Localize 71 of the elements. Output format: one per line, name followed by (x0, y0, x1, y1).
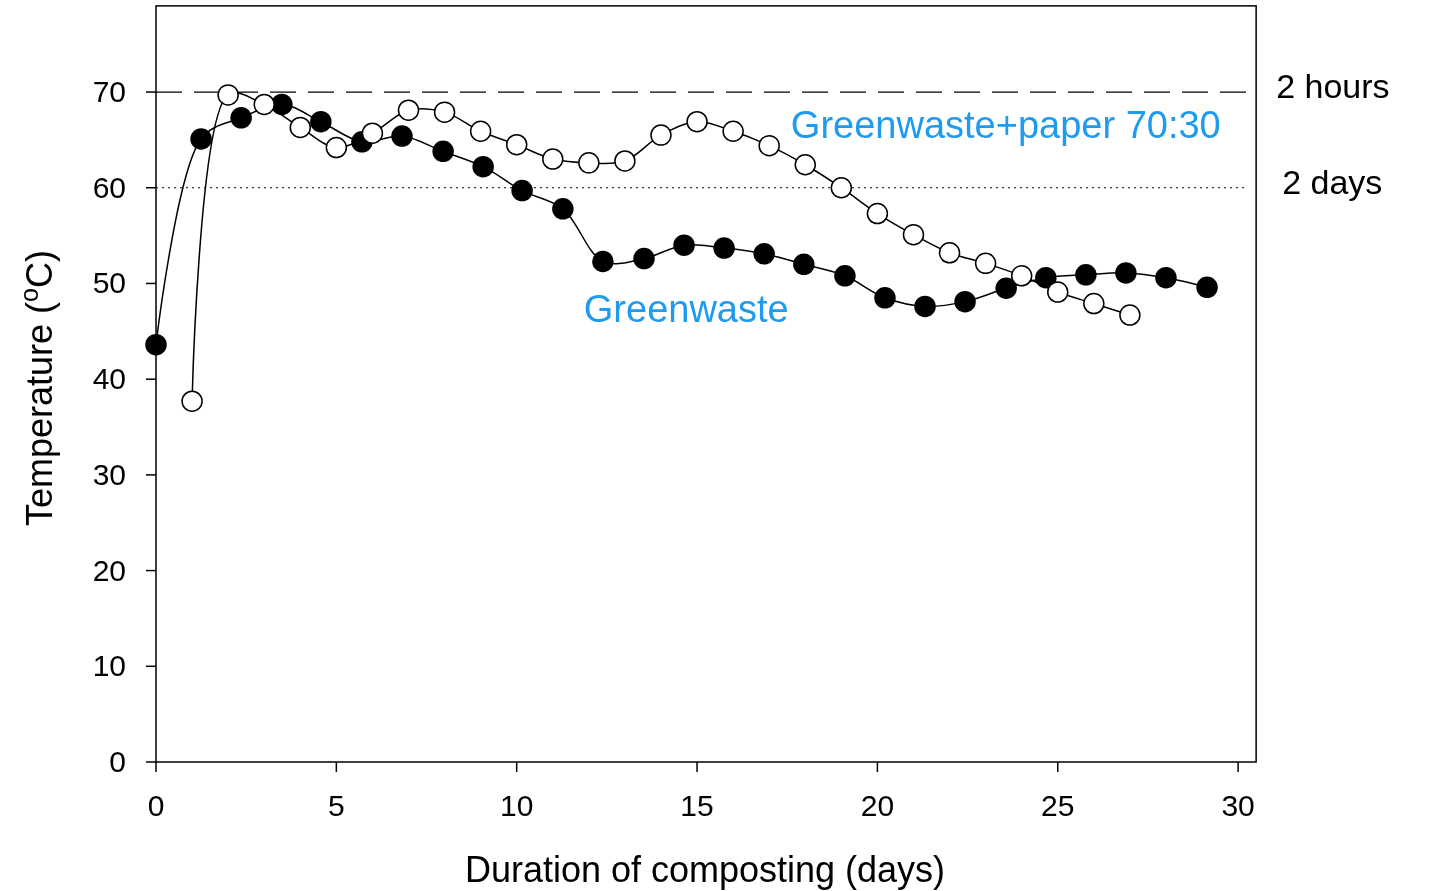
point (1010, 265, 1033, 287)
point (469, 120, 492, 143)
ref-line-label: 2 days (1282, 162, 1383, 201)
point (433, 101, 456, 123)
series-label: Greenwaste+paper 70:30 (790, 104, 1221, 147)
point (1075, 264, 1097, 286)
point (974, 252, 997, 275)
point (1047, 281, 1069, 303)
x-tick-label: 15 (680, 789, 714, 822)
point (902, 223, 925, 246)
point (633, 247, 655, 270)
point (181, 390, 203, 412)
y-tick-label: 0 (109, 745, 126, 778)
point (1083, 292, 1105, 315)
y-tick-label: 10 (92, 649, 126, 683)
point (397, 99, 420, 121)
point (230, 107, 252, 129)
point (578, 152, 600, 174)
point (834, 265, 856, 287)
point (505, 133, 528, 156)
point (794, 154, 817, 176)
y-tick-label: 60 (92, 170, 126, 204)
point (472, 155, 494, 178)
point (1115, 262, 1137, 284)
point (432, 140, 454, 163)
point (310, 110, 332, 133)
point (673, 234, 695, 256)
point (1196, 276, 1218, 299)
point (253, 93, 275, 116)
y-tick-label: 70 (92, 75, 126, 109)
point (758, 134, 780, 157)
series-label: Greenwaste (583, 288, 789, 331)
point (954, 290, 976, 313)
point (995, 277, 1017, 299)
point (325, 136, 348, 159)
point (1155, 266, 1177, 289)
point (914, 295, 936, 318)
y-tick-label: 30 (92, 457, 126, 491)
point (391, 125, 413, 147)
point (830, 176, 853, 199)
x-tick-label: 5 (328, 789, 345, 822)
point (793, 253, 815, 276)
x-tick-label: 10 (500, 789, 534, 822)
x-tick-label: 0 (147, 789, 165, 822)
point (866, 202, 889, 225)
y-tick-label: 20 (92, 553, 126, 587)
point (1119, 304, 1141, 326)
y-tick-label: 50 (92, 266, 126, 300)
point (753, 243, 775, 265)
point (938, 242, 961, 264)
point (686, 110, 708, 133)
point (511, 179, 533, 202)
point (190, 128, 212, 150)
point (650, 124, 672, 146)
point (592, 250, 614, 273)
point (614, 150, 636, 172)
point (874, 287, 896, 309)
x-axis-title: Duration of composting (days) (464, 849, 946, 890)
point (289, 116, 312, 139)
ref-line-label: 2 hours (1276, 67, 1390, 106)
point (542, 148, 564, 170)
point (552, 198, 574, 220)
x-tick-label: 25 (1041, 789, 1075, 822)
point (713, 237, 735, 259)
point (722, 120, 744, 143)
x-tick-label: 30 (1221, 789, 1255, 822)
point (217, 84, 239, 106)
point (1035, 266, 1057, 289)
y-tick-label: 40 (92, 362, 126, 396)
point (361, 122, 384, 144)
x-tick-label: 20 (860, 789, 895, 822)
